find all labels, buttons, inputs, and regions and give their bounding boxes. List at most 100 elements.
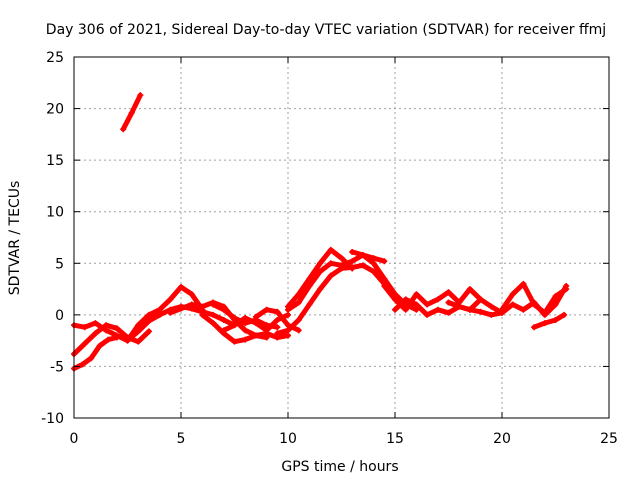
data-point [188, 291, 195, 298]
data-point [242, 327, 249, 334]
data-point [274, 308, 281, 315]
series-track-1 [120, 92, 144, 133]
data-point [541, 320, 548, 327]
data-point [349, 248, 356, 255]
data-point [509, 291, 516, 298]
data-point [263, 306, 270, 313]
data-point [88, 355, 95, 362]
series-track-20 [531, 311, 568, 331]
x-axis-label: GPS time / hours [281, 459, 398, 475]
data-point [531, 324, 538, 331]
data-point [520, 306, 527, 313]
data-point [488, 303, 495, 310]
data-point [445, 289, 452, 296]
data-point [488, 311, 495, 318]
data-point [274, 324, 281, 331]
chart-title: Day 306 of 2021, Sidereal Day-to-day VTE… [46, 22, 606, 38]
data-point [424, 301, 431, 308]
data-point [381, 282, 388, 289]
data-point [231, 322, 238, 329]
series-track-19 [499, 280, 570, 316]
data-point [359, 252, 366, 259]
data-point [541, 309, 548, 316]
data-point [563, 286, 570, 293]
data-point [145, 311, 152, 318]
data-point [120, 126, 127, 133]
data-point [466, 286, 473, 293]
data-point [231, 314, 238, 321]
data-point [220, 327, 227, 334]
data-point [295, 327, 302, 334]
data-point [370, 268, 377, 275]
data-point [381, 258, 388, 265]
data-point [370, 255, 377, 262]
series-track-8 [199, 311, 291, 345]
data-point [220, 306, 227, 313]
axis-ticks: 0 5 10 15 20 25 -10 -5 0 5 10 15 20 25 [41, 50, 618, 447]
data-point [145, 328, 152, 335]
data-point [306, 301, 313, 308]
data-point [79, 361, 86, 368]
y-tick-label: -5 [50, 359, 64, 375]
y-tick-label: -10 [41, 411, 64, 427]
y-tick-label: 5 [55, 256, 64, 272]
data-point [327, 272, 334, 279]
data-point [92, 330, 99, 337]
data-point [156, 311, 163, 318]
data-point [477, 308, 484, 315]
x-tick-label: 20 [493, 431, 511, 447]
data-point [81, 340, 88, 347]
data-point [392, 306, 398, 313]
data-point [124, 337, 131, 344]
data-point [349, 265, 356, 272]
data-point [178, 284, 184, 291]
data-point [167, 296, 174, 303]
data-point [424, 311, 431, 318]
data-point [327, 260, 334, 267]
x-tick-label: 25 [600, 431, 618, 447]
data-point [220, 317, 227, 324]
data-point [210, 320, 217, 327]
data-point [338, 255, 345, 262]
data-point [552, 317, 559, 324]
data-point [285, 303, 291, 310]
plot-frame [73, 56, 610, 419]
data-point [231, 338, 238, 345]
data-point [466, 306, 473, 313]
x-tick-label: 15 [386, 431, 404, 447]
data-point [135, 322, 142, 329]
data-point [285, 311, 291, 318]
data-point [338, 262, 345, 269]
data-point [103, 327, 110, 334]
data-point [188, 301, 195, 308]
data-point [295, 299, 302, 306]
data-point [252, 320, 259, 327]
data-point [381, 275, 388, 282]
data-point [274, 330, 281, 337]
series-track-14 [285, 246, 356, 310]
y-tick-label: 20 [46, 102, 64, 118]
data-point [413, 291, 420, 298]
data-point [285, 327, 291, 334]
data-point [456, 303, 463, 310]
series-track-10 [220, 311, 291, 334]
data-point [327, 246, 334, 253]
data-point [317, 286, 324, 293]
data-point [434, 296, 441, 303]
data-point [477, 296, 484, 303]
data-point [252, 332, 259, 339]
data-point [413, 301, 420, 308]
data-point [128, 109, 135, 116]
data-point [306, 275, 313, 282]
data-point [178, 305, 184, 312]
data-point [445, 309, 452, 316]
data-point [285, 332, 291, 339]
data-point [295, 317, 302, 324]
data-point [167, 309, 174, 316]
data-point [210, 311, 217, 318]
data-point [242, 320, 249, 327]
data-point [317, 260, 324, 267]
data-point [520, 280, 527, 287]
data-point [81, 324, 88, 331]
